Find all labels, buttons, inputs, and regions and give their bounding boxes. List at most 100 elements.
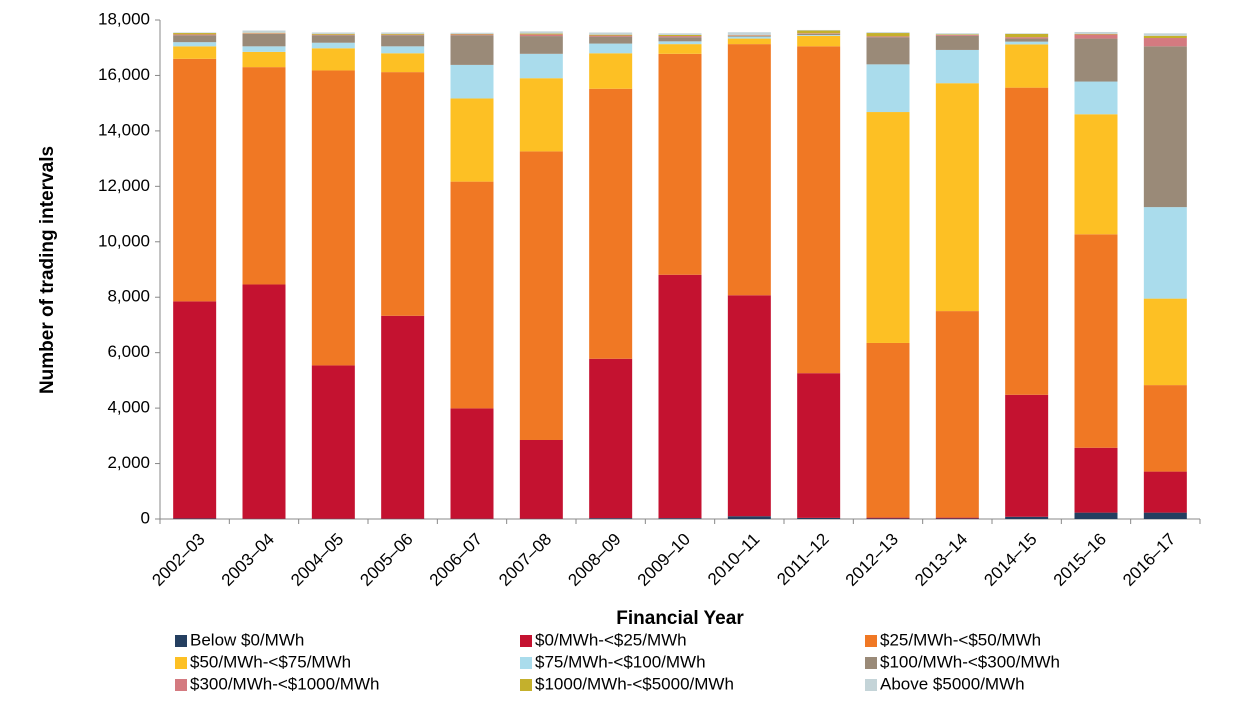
- bar-segment: [659, 275, 702, 518]
- bar-segment: [728, 44, 771, 295]
- bar-segment: [451, 34, 494, 35]
- bar-segment: [728, 35, 771, 36]
- bar-segment: [659, 54, 702, 275]
- legend-swatch: [520, 679, 532, 691]
- bar-segment: [1144, 513, 1187, 519]
- bar-segment: [1075, 34, 1118, 35]
- bar-segment: [1144, 36, 1187, 38]
- bar-segment: [173, 518, 216, 519]
- legend-label: $100/MWh-<$300/MWh: [880, 652, 1060, 671]
- bar-segment: [312, 70, 355, 365]
- bar-segment: [728, 39, 771, 45]
- y-axis-title: Number of trading intervals: [37, 146, 58, 394]
- bar-segment: [936, 50, 979, 83]
- bar-segment: [451, 33, 494, 34]
- bar-segment: [520, 34, 563, 35]
- bar-segment: [1144, 472, 1187, 513]
- legend-label: $0/MWh-<$25/MWh: [535, 630, 687, 649]
- y-tick-label: 18,000: [98, 9, 150, 28]
- bar-segment: [1075, 39, 1118, 82]
- bar-segment: [1075, 513, 1118, 519]
- bar-segment: [312, 35, 355, 36]
- bar-segment: [659, 33, 702, 35]
- bar-segment: [381, 53, 424, 72]
- bar-segment: [659, 44, 702, 54]
- bar-segment: [797, 31, 840, 34]
- bar-segment: [728, 295, 771, 516]
- bar-segment: [797, 36, 840, 47]
- bar-segment: [1144, 33, 1187, 35]
- bar-segment: [381, 35, 424, 46]
- bar-segment: [589, 89, 632, 359]
- bar-segment: [243, 33, 286, 34]
- bar-segment: [589, 36, 632, 37]
- bar-segment: [520, 31, 563, 33]
- bar-segment: [728, 36, 771, 37]
- x-tick-label: 2015–16: [1050, 530, 1110, 590]
- legend-label: $25/MWh-<$50/MWh: [880, 630, 1041, 649]
- legend-label: $75/MWh-<$100/MWh: [535, 652, 706, 671]
- bar-segment: [1144, 38, 1187, 46]
- bar-segment: [312, 365, 355, 518]
- legend-swatch: [520, 635, 532, 647]
- x-tick-label: 2011–12: [773, 530, 832, 589]
- bar-segment: [936, 518, 979, 519]
- bar-segment: [589, 44, 632, 54]
- x-tick-label: 2005–06: [356, 530, 416, 590]
- x-tick-label: 2010–11: [704, 530, 763, 589]
- bar-segment: [1075, 32, 1118, 34]
- bar-segment: [520, 151, 563, 440]
- bar-segment: [797, 46, 840, 373]
- bar-segment: [659, 37, 702, 41]
- bar-segment: [867, 36, 910, 37]
- bar-segment: [173, 33, 216, 34]
- bar-segment: [243, 52, 286, 67]
- y-tick-label: 2,000: [107, 453, 150, 472]
- bar-segment: [1075, 448, 1118, 513]
- bar-segment: [797, 30, 840, 31]
- y-tick-label: 4,000: [107, 398, 150, 417]
- bar-segment: [1144, 299, 1187, 385]
- x-tick-label: 2007–08: [495, 530, 555, 590]
- bar-segment: [589, 518, 632, 519]
- bar-segment: [1005, 39, 1048, 42]
- bar-segment: [1005, 34, 1048, 37]
- legend-swatch: [175, 657, 187, 669]
- bar-segment: [243, 46, 286, 52]
- bar-segment: [1075, 34, 1118, 38]
- legend-label: $300/MWh-<$1000/MWh: [190, 674, 379, 693]
- bar-segment: [243, 33, 286, 34]
- bar-segment: [381, 72, 424, 316]
- bar-segment: [451, 35, 494, 65]
- legend-swatch: [865, 679, 877, 691]
- bar-segment: [1005, 37, 1048, 38]
- bar-segment: [243, 31, 286, 33]
- bar-segment: [1005, 44, 1048, 87]
- x-tick-label: 2002–03: [148, 530, 208, 590]
- bar-segment: [451, 65, 494, 99]
- bar-segment: [1144, 207, 1187, 298]
- bar-segment: [659, 41, 702, 44]
- bar-segment: [1075, 114, 1118, 234]
- legend-swatch: [175, 635, 187, 647]
- y-tick-label: 14,000: [98, 120, 150, 139]
- bar-segment: [589, 359, 632, 518]
- x-axis-title: Financial Year: [616, 608, 744, 629]
- bar-segment: [728, 516, 771, 519]
- bar-segment: [936, 34, 979, 35]
- x-tick-label: 2012–13: [842, 530, 902, 590]
- bar-segment: [1005, 517, 1048, 519]
- bar-segment: [173, 42, 216, 46]
- bar-segment: [589, 53, 632, 88]
- bar-segment: [936, 311, 979, 518]
- x-tick-label: 2006–07: [426, 530, 486, 590]
- legend-label: Below $0/MWh: [190, 630, 304, 649]
- bar-segment: [797, 373, 840, 518]
- bar-segment: [728, 37, 771, 39]
- x-tick-label: 2014–15: [980, 530, 1040, 590]
- bar-segment: [451, 408, 494, 518]
- bar-segment: [520, 440, 563, 519]
- bar-segment: [381, 34, 424, 35]
- bar-segment: [173, 46, 216, 58]
